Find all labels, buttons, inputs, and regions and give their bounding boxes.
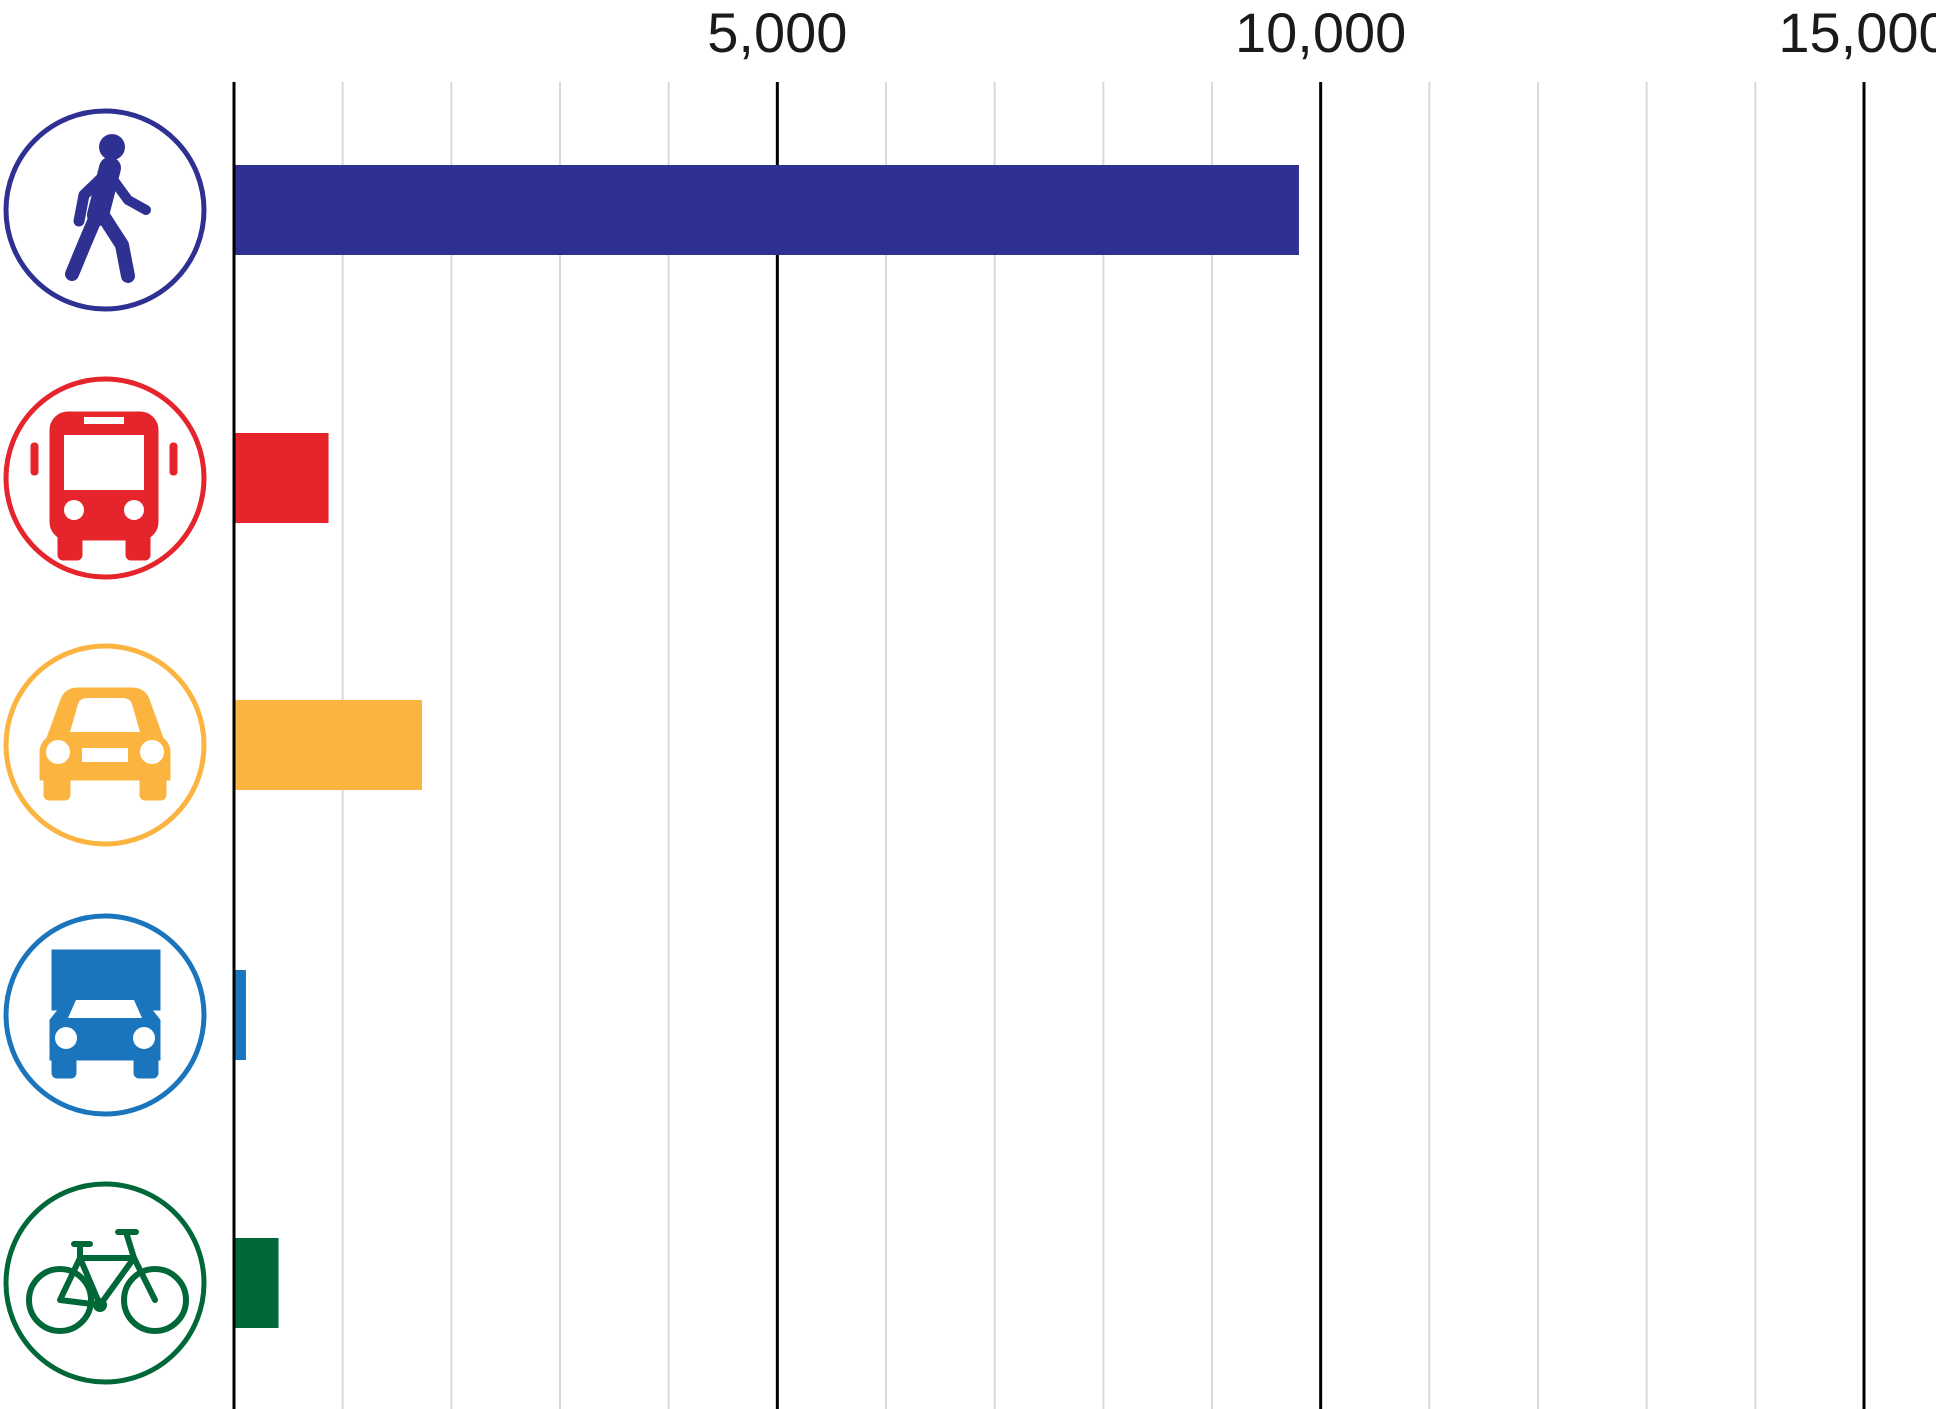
grid-lines [341,82,1866,1409]
bar-bicycle [234,1238,279,1328]
bar-truck [234,970,246,1060]
bar-pedestrian [234,165,1299,255]
tick-label-5000: 5,000 [707,1,847,64]
tick-label-15000: 15,000 [1778,1,1936,64]
bicycle-icon [3,1181,207,1385]
truck-icon [3,913,207,1117]
bars [234,165,1299,1328]
tick-label-10000: 10,000 [1235,1,1406,64]
bus-icon [3,376,207,580]
bar-bus [234,433,329,523]
car-icon [3,643,207,847]
bar-car [234,700,422,790]
pedestrian-icon [3,108,207,312]
x-tick-labels: 5,000 10,000 15,000 [707,1,1936,64]
